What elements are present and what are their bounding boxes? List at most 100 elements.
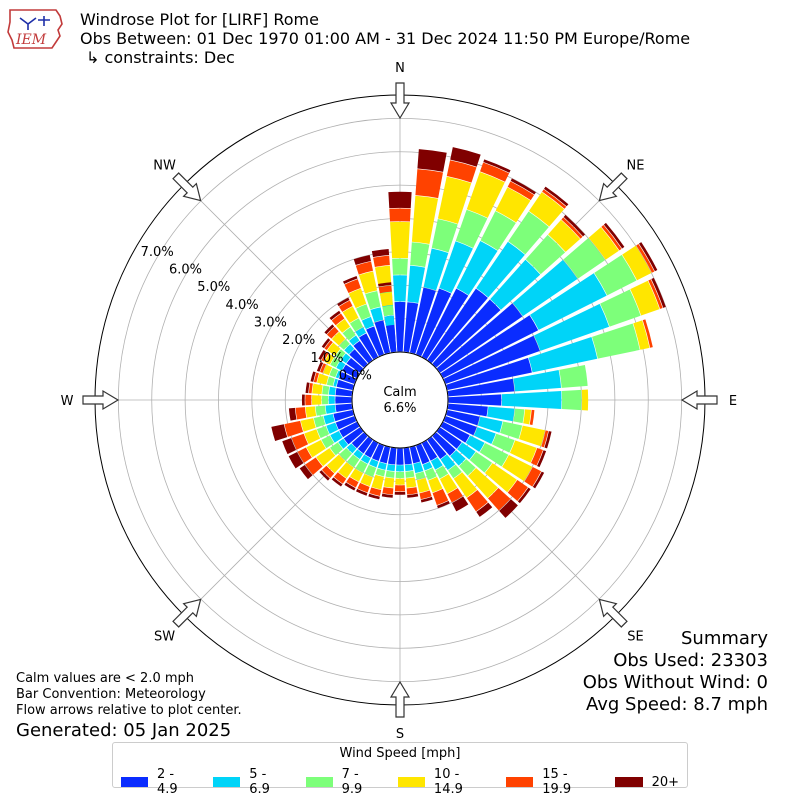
windrose-bar-segment [321,395,329,405]
compass-label: S [396,727,404,742]
windrose-bar-segment [524,467,542,487]
windrose-bar-segment [382,487,394,495]
windrose-bar-segment [371,248,390,258]
windrose-bar-segment [513,408,525,424]
windrose-bar-segment [329,310,341,321]
radial-tick-label: 5.0% [197,280,230,295]
windrose-bar-segment [416,288,452,357]
windrose-bar-segment [333,378,338,387]
windrose-bar-segment [469,451,493,473]
windrose-bar-segment [319,470,330,481]
windrose-bar-segment [437,176,472,224]
windrose-bar-segment [342,306,359,324]
calm-label: Calm [383,385,416,400]
windrose-bar-segment [603,222,625,249]
windrose-bar-segment [443,416,477,436]
windrose-bar-segment [313,372,319,383]
windrose-bar-segment [349,349,368,368]
radial-tick-label: 3.0% [254,316,287,331]
radial-tick-label: 7.0% [141,245,174,260]
windrose-bar-segment [360,454,371,464]
windrose-bar-segment [348,288,367,309]
windrose-bar-segment [378,285,392,294]
windrose-bar-segment [407,265,426,304]
windrose-bar-segment [394,485,406,492]
windrose-bar-segment [346,454,360,468]
compass-label: SW [154,629,175,644]
windrose-bar-segment [344,279,361,294]
compass-label: NW [153,159,176,174]
windrose-bar-segment [431,219,458,253]
windrose-bar-segment [346,357,364,373]
windrose-bar-segment [466,171,505,218]
windrose-bar-segment [330,357,340,368]
chart-title: Windrose Plot for [LIRF] Rome [80,10,319,29]
windrose-bar-segment [365,290,381,310]
windrose-bar-segment [343,427,364,445]
windrose-bar-segment [622,245,652,281]
windrose-bar-segment [465,435,485,452]
windrose-bar-segment [338,438,348,449]
legend-item: 20+ [614,767,679,797]
windrose-bar-segment [428,476,443,493]
windrose-bar-segment [364,440,379,458]
windrose-bar-segment [375,468,386,477]
windrose-bar-segment [601,225,622,251]
legend-item: 5 - 6.9 [213,767,289,797]
windrose-bar-segment [336,379,354,391]
windrose-bar-segment [532,471,545,489]
windrose-bar-segment [544,431,552,449]
windrose-bar-segment [448,464,462,479]
windrose-bar-segment [427,288,488,364]
summary-title: Summary [681,628,768,649]
logo-text: IEM [15,32,47,48]
radial-tick-label: 6.0% [169,262,202,277]
windrose-bar-segment [446,409,480,426]
windrose-bar-segment [297,447,312,463]
windrose-bar-segment [359,333,379,360]
legend-item: 2 - 4.9 [121,767,197,797]
windrose-bar-segment [304,429,321,444]
windrose-bar-segment [457,442,476,460]
windrose-bar-segment [331,313,345,326]
windrose-bar-segment [305,406,317,418]
windrose-bar-segment [588,227,619,260]
windrose-bar-segment [594,254,637,296]
windrose-bar-segment [321,435,335,449]
windrose-bar-segment [548,219,581,252]
windrose-bar-segment [403,447,413,465]
windrose-bar-segment [561,389,582,411]
windrose-bar-segment [517,487,531,504]
windrose-bar-segment [355,261,373,275]
windrose-bar-segment [291,433,309,450]
legend-swatch [614,777,643,787]
windrose-bar-segment [335,403,353,413]
windrose-bar-segment [364,464,377,477]
legend-swatch [213,777,241,787]
windrose-bar-segment [500,421,523,439]
windrose-bar-segment [371,474,384,490]
windrose-bar-segment [388,191,412,209]
windrose-bar-segment [531,448,543,466]
windrose-bar-segment [404,464,414,472]
windrose-bar-segment [446,357,532,391]
windrose-bar-segment [448,394,502,406]
windrose-bar-segment [490,259,541,310]
windrose-bar-segment [339,339,350,350]
windrose-bar-segment [335,396,352,404]
windrose-bar-segment [329,367,339,378]
windrose-bar-segment [528,192,565,227]
flow-arrow-icon [82,389,120,411]
windrose-bar-segment [390,221,410,259]
windrose-bar-segment [325,404,336,414]
windrose-bar-segment [282,438,297,455]
windrose-bar-segment [384,315,395,327]
windrose-bar-segment [421,440,438,461]
windrose-bar-segment [324,324,335,335]
windrose-bar-segment [316,425,330,439]
windrose-bar-segment [440,421,470,443]
windrose-bar-segment [342,327,356,341]
flow-arrow-icon [598,172,628,202]
windrose-bar-segment [383,477,395,488]
